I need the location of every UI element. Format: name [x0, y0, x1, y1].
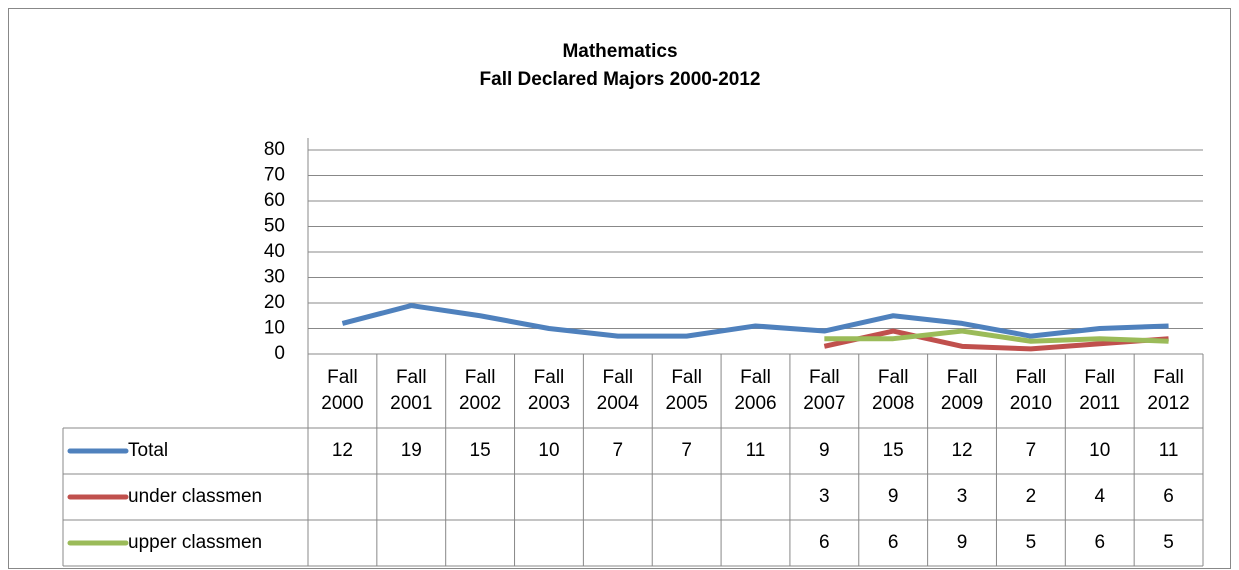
x-tick-label: Fall 2002	[458, 367, 502, 414]
chart-border	[8, 8, 1231, 569]
y-tick-label: 60	[264, 190, 285, 211]
y-tick-label: 80	[264, 139, 285, 160]
x-tick-label: Fall 2011	[1079, 367, 1121, 414]
y-tick-label: 50	[264, 216, 285, 237]
x-tick-label: Fall 2010	[1009, 367, 1053, 414]
table-value: 9	[957, 532, 968, 553]
x-tick-label: Fall 2009	[940, 367, 984, 414]
y-tick-label: 30	[264, 267, 285, 288]
table-value: 6	[1163, 486, 1174, 507]
table-value: 3	[819, 486, 830, 507]
table-value: 4	[1094, 486, 1105, 507]
x-tick-label: Fall 2008	[872, 367, 915, 414]
table-value: 12	[951, 440, 972, 461]
legend-label: under classmen	[128, 486, 262, 507]
table-value: 2	[1026, 486, 1037, 507]
chart-subtitle: Fall Declared Majors 2000-2012	[480, 69, 761, 90]
table-value: 6	[888, 532, 899, 553]
legend-label: upper classmen	[128, 532, 262, 553]
series-line	[823, 328, 1169, 352]
chart-title: Mathematics	[562, 41, 677, 62]
table-value: 5	[1163, 532, 1174, 553]
table-value: 10	[1089, 440, 1110, 461]
x-tick-label: Fall 2005	[665, 367, 708, 414]
series-line	[824, 328, 1169, 344]
table-value: 9	[819, 440, 830, 461]
table-value: 19	[401, 440, 422, 461]
table-value: 11	[1159, 440, 1179, 461]
table-value: 7	[681, 440, 692, 461]
table-value: 15	[470, 440, 491, 461]
x-tick-label: Fall 2012	[1147, 367, 1190, 414]
x-tick-label: Fall 2004	[596, 367, 639, 414]
y-tick-label: 20	[264, 292, 285, 313]
table-value: 10	[538, 440, 559, 461]
table-value: 6	[1094, 532, 1105, 553]
table-value: 9	[888, 486, 899, 507]
series-line	[341, 303, 1169, 339]
table-value: 5	[1026, 532, 1037, 553]
x-tick-label: Fall 2003	[527, 367, 571, 414]
table-value: 6	[819, 532, 830, 553]
table-value: 7	[1026, 440, 1037, 461]
y-tick-label: 0	[274, 343, 285, 364]
table-value: 3	[957, 486, 968, 507]
table-value: 11	[746, 440, 766, 461]
y-tick-label: 40	[264, 241, 285, 262]
x-tick-label: Fall 2007	[803, 367, 846, 414]
x-tick-label: Fall 2001	[390, 367, 433, 414]
legend-label: Total	[128, 440, 168, 461]
y-tick-label: 70	[264, 165, 285, 186]
x-tick-label: Fall 2006	[734, 367, 777, 414]
table-value: 15	[883, 440, 904, 461]
table-value: 12	[332, 440, 353, 461]
table-value: 7	[613, 440, 624, 461]
x-tick-label: Fall 2000	[321, 367, 364, 414]
y-tick-label: 10	[264, 318, 285, 339]
